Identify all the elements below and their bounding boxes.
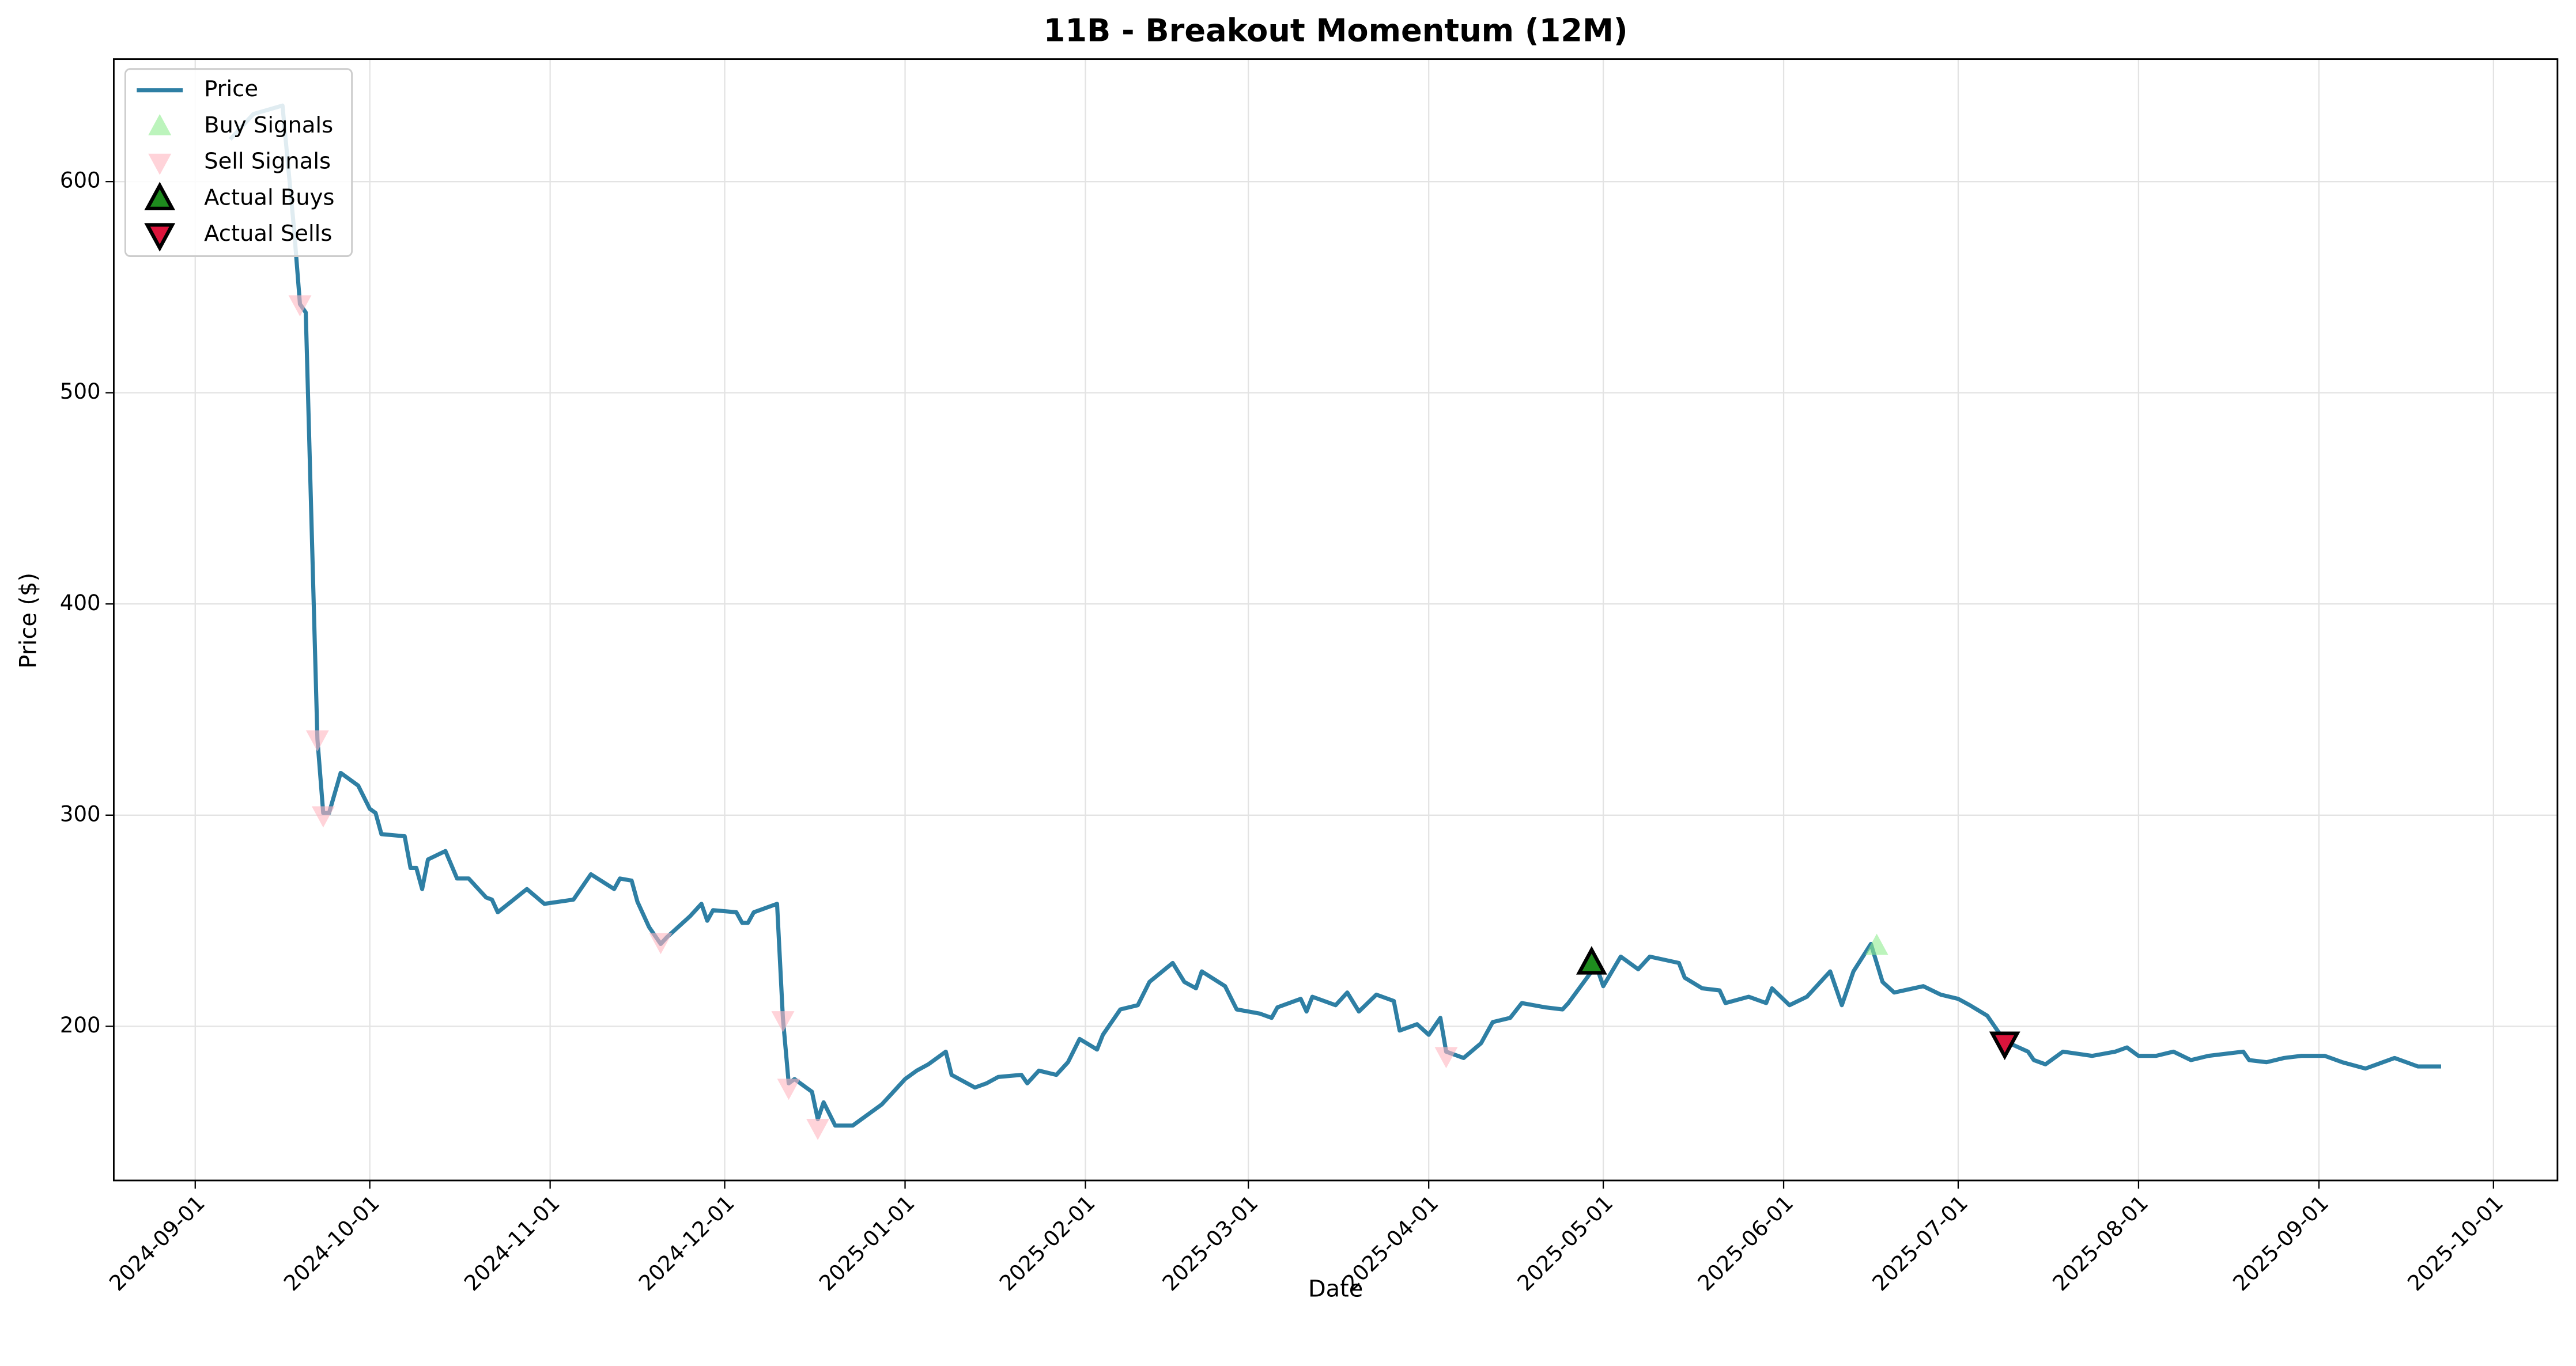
x-tick-label: 2025-04-01 bbox=[1338, 1191, 1444, 1296]
x-tick-label: 2025-07-01 bbox=[1868, 1191, 1973, 1296]
signal-marker bbox=[806, 1119, 830, 1140]
signal-marker bbox=[288, 295, 312, 317]
legend-box bbox=[124, 68, 353, 257]
legend-label: Price bbox=[204, 76, 258, 102]
x-tick-label: 2025-06-01 bbox=[1693, 1191, 1799, 1296]
legend-label: Buy Signals bbox=[204, 112, 333, 138]
legend: Price Buy Signals Sell Signals Actual Buys A… bbox=[124, 68, 353, 257]
signal-marker bbox=[1576, 946, 1607, 975]
x-tick-label: 2024-09-01 bbox=[104, 1191, 210, 1296]
signal-marker bbox=[777, 1079, 800, 1100]
signal-marker bbox=[771, 1011, 795, 1032]
y-axis-label: Price ($) bbox=[16, 573, 42, 668]
plot-frame bbox=[112, 58, 2559, 1182]
legend-marker bbox=[144, 223, 176, 252]
legend-label: Actual Sells bbox=[204, 221, 332, 247]
x-tick-label: 2025-08-01 bbox=[2048, 1191, 2154, 1296]
signal-marker bbox=[1865, 933, 1888, 955]
y-tick-label: 200 bbox=[60, 1013, 101, 1038]
signal-marker bbox=[1434, 1047, 1458, 1069]
x-tick-label: 2025-03-01 bbox=[1158, 1191, 1263, 1296]
signal-marker bbox=[311, 806, 335, 828]
legend-marker bbox=[144, 181, 176, 211]
x-tick-label: 2025-01-01 bbox=[814, 1191, 920, 1296]
price-line bbox=[228, 103, 2441, 1128]
legend-marker bbox=[148, 113, 172, 135]
x-tick-label: 2024-12-01 bbox=[634, 1191, 739, 1296]
y-tick-label: 400 bbox=[60, 591, 101, 615]
legend-label: Sell Signals bbox=[204, 149, 331, 175]
x-axis-label: Date bbox=[1308, 1276, 1363, 1302]
chart-title: 11B - Breakout Momentum (12M) bbox=[1044, 13, 1628, 49]
legend-label: Actual Buys bbox=[204, 184, 334, 210]
x-tick-label: 2025-10-01 bbox=[2403, 1191, 2508, 1296]
x-tick-label: 2025-09-01 bbox=[2228, 1191, 2334, 1296]
x-tick-label: 2025-02-01 bbox=[995, 1191, 1100, 1296]
y-tick-label: 300 bbox=[60, 801, 101, 826]
signal-marker bbox=[649, 933, 673, 955]
signal-marker bbox=[305, 730, 329, 752]
legend-marker bbox=[148, 153, 172, 175]
y-tick-label: 600 bbox=[60, 168, 101, 193]
x-tick-label: 2024-11-01 bbox=[459, 1191, 565, 1296]
y-tick-label: 500 bbox=[60, 379, 101, 404]
x-tick-label: 2025-05-01 bbox=[1513, 1191, 1618, 1296]
signal-marker bbox=[1989, 1031, 2020, 1061]
x-tick-label: 2024-10-01 bbox=[279, 1191, 384, 1296]
